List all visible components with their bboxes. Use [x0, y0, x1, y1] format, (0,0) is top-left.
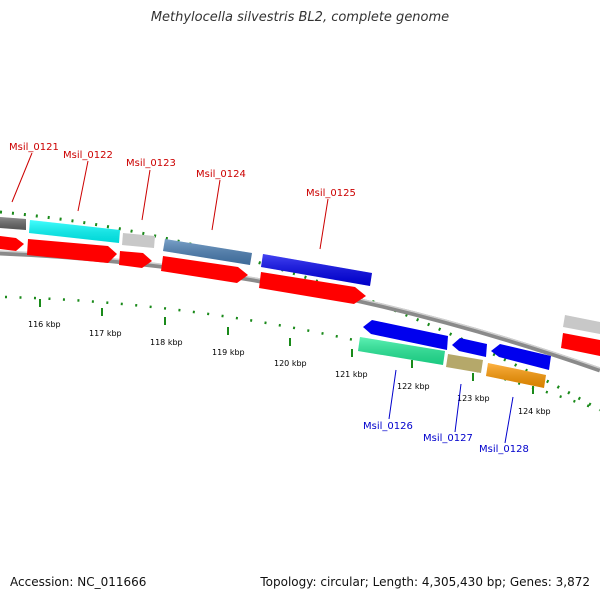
cds-arrow-msil-0122: [27, 239, 117, 263]
tick-label-124: 124 kbp: [518, 407, 551, 416]
tick-label-117: 117 kbp: [89, 329, 122, 338]
tick-labels: 116 kbp 117 kbp 118 kbp 119 kbp 120 kbp …: [28, 320, 551, 416]
cog-box-msil-0127: [446, 354, 483, 373]
genome-summary-text: Topology: circular; Length: 4,305,430 bp…: [260, 575, 590, 589]
tick-label-120: 120 kbp: [274, 359, 307, 368]
leader-msil-0123: [141, 169, 151, 221]
gene-labels-bottom: Msil_0126 Msil_0127 Msil_0128: [363, 369, 529, 455]
gene-label-msil-0128: Msil_0128: [479, 444, 529, 455]
leader-msil-0122: [77, 160, 89, 212]
leader-msil-0126: [388, 369, 397, 420]
gene-label-msil-0126: Msil_0126: [363, 421, 413, 432]
tick-label-121: 121 kbp: [335, 370, 368, 379]
shade-overlay: [0, 217, 546, 388]
accession-text: Accession: NC_011666: [10, 575, 147, 589]
gene-label-msil-0123: Msil_0123: [126, 158, 176, 169]
gene-label-msil-0122: Msil_0122: [63, 150, 113, 161]
cds-track-top: [0, 236, 600, 356]
cog-box-msil-0123: [122, 233, 155, 248]
cds-arrow-msil-0126: [363, 320, 448, 350]
leader-msil-0128: [504, 396, 514, 444]
cds-arrow-right-edge: [561, 333, 600, 356]
tick-label-116: 116 kbp: [28, 320, 61, 329]
cds-arrow-msil-0124: [161, 256, 248, 283]
major-ticks: [39, 299, 534, 394]
tick-label-123: 123 kbp: [457, 394, 490, 403]
cds-arrow-msil-0127: [452, 338, 487, 357]
gene-label-msil-0121: Msil_0121: [9, 142, 59, 153]
cds-arrow-msil-0123: [119, 251, 152, 268]
leader-msil-0121: [11, 152, 33, 203]
leader-msil-0127: [454, 383, 462, 433]
cog-box-right-edge: [563, 315, 600, 334]
tick-label-118: 118 kbp: [150, 338, 183, 347]
gene-label-msil-0125: Msil_0125: [306, 188, 356, 199]
cds-arrow-msil-0121: [0, 236, 24, 251]
leader-msil-0125: [319, 198, 329, 250]
title: Methylocella silvestris BL2, complete ge…: [150, 10, 450, 25]
cds-track-bottom: [363, 320, 551, 370]
tick-label-119: 119 kbp: [212, 348, 245, 357]
tick-label-122: 122 kbp: [397, 382, 430, 391]
gene-labels-top: Msil_0121 Msil_0122 Msil_0123 Msil_0124 …: [9, 142, 356, 250]
gene-label-msil-0127: Msil_0127: [423, 433, 473, 444]
cds-arrow-msil-0125: [259, 272, 366, 304]
gene-label-msil-0124: Msil_0124: [196, 169, 246, 180]
leader-msil-0124: [211, 179, 221, 231]
cds-arrow-msil-0128: [491, 344, 551, 370]
outer-tick-ring: [0, 210, 600, 412]
